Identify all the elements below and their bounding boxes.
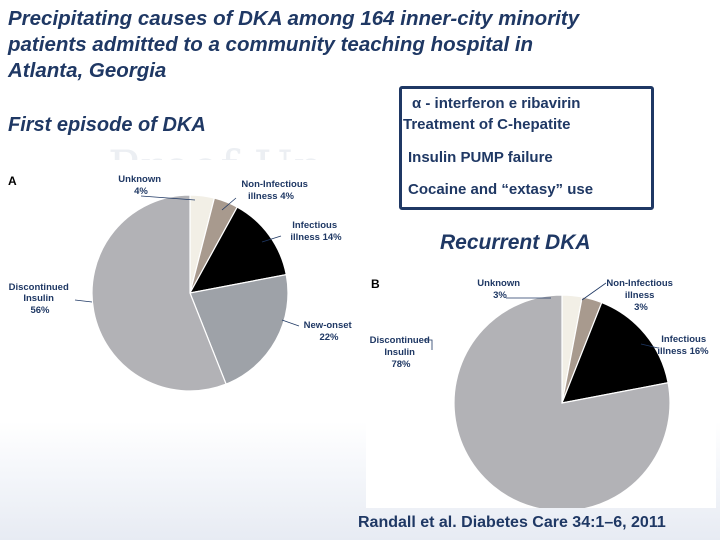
- chart-a-slice-infectious-illness: [188, 206, 287, 294]
- title-line-2: patients admitted to a community teachin…: [8, 33, 534, 56]
- chart-a-slice-discontinued-insulin: [91, 194, 227, 392]
- chart-a-leader-line-2: [221, 197, 237, 211]
- chart-b-slice-infectious-illness: [561, 301, 669, 404]
- chart-a-label-infectious: Infectious illness 14%: [290, 220, 342, 243]
- chart-b-leader-line-2: [581, 282, 607, 301]
- citation: Randall et al. Diabetes Care 34:1–6, 201…: [358, 514, 666, 531]
- chart-b-label-non-infectious: Non-Infectious illness 3%: [606, 278, 675, 313]
- chart-a-label-unknown: Unknown 4%: [118, 174, 163, 197]
- chart-b-label-unknown: Unknown 3%: [477, 278, 522, 301]
- chart-b-label-infectious: Infectious illness 16%: [657, 334, 709, 357]
- chart-a-leader-line-5: [74, 299, 93, 303]
- chart-a-leader-line-4: [281, 319, 300, 327]
- cause-cocaine: Cocaine and “extasy” use: [408, 181, 594, 198]
- slide-title: Precipitating causes of DKA among 164 in…: [8, 6, 708, 84]
- cause-interferon: α - interferon e ribavirin: [412, 95, 581, 112]
- chart-a-label-non-infectious: Non-Infectious illness 4%: [241, 179, 310, 202]
- chart-a-panel-letter: A: [8, 174, 17, 188]
- chart-b-panel: B Unknown 3% Non-Infectious illness 3% I…: [366, 270, 716, 508]
- title-line-3: Atlanta, Georgia: [8, 59, 167, 82]
- chart-a-slice-new-onset: [189, 273, 289, 385]
- chart-a-leader-line-3: [261, 235, 282, 243]
- chart-a-leader-line-1: [140, 195, 196, 201]
- title-line-1: Precipitating causes of DKA among 164 in…: [8, 7, 580, 30]
- chart-b-leader-line-4: [424, 339, 433, 350]
- chart-b-leader-line-3: [640, 343, 659, 349]
- chart-b-slice-discontinued-insulin: [453, 294, 671, 508]
- chart-a-panel: A Unknown 4% Non-Infectious illness 4% I…: [0, 160, 356, 400]
- chart-b-panel-letter: B: [371, 277, 380, 291]
- pie-chart-a: A Unknown 4% Non-Infectious illness 4% I…: [8, 174, 355, 392]
- pie-chart-b: B Unknown 3% Non-Infectious illness 3% I…: [370, 277, 709, 508]
- chart-a-label-new-onset: New-onset 22%: [304, 320, 355, 343]
- cause-insulin-pump: Insulin PUMP failure: [408, 149, 553, 166]
- recurrent-heading: Recurrent DKA: [440, 231, 591, 254]
- chart-a-label-discontinued: Discontinued Insulin 56%: [9, 282, 72, 316]
- other-causes-box: α - interferon e ribavirin Treatment of …: [399, 86, 654, 210]
- cause-hepatitis-treatment: Treatment of C-hepatite: [403, 116, 571, 133]
- first-episode-heading: First episode of DKA: [8, 114, 206, 136]
- chart-b-label-discontinued: Discontinued Insulin 78%: [370, 335, 433, 370]
